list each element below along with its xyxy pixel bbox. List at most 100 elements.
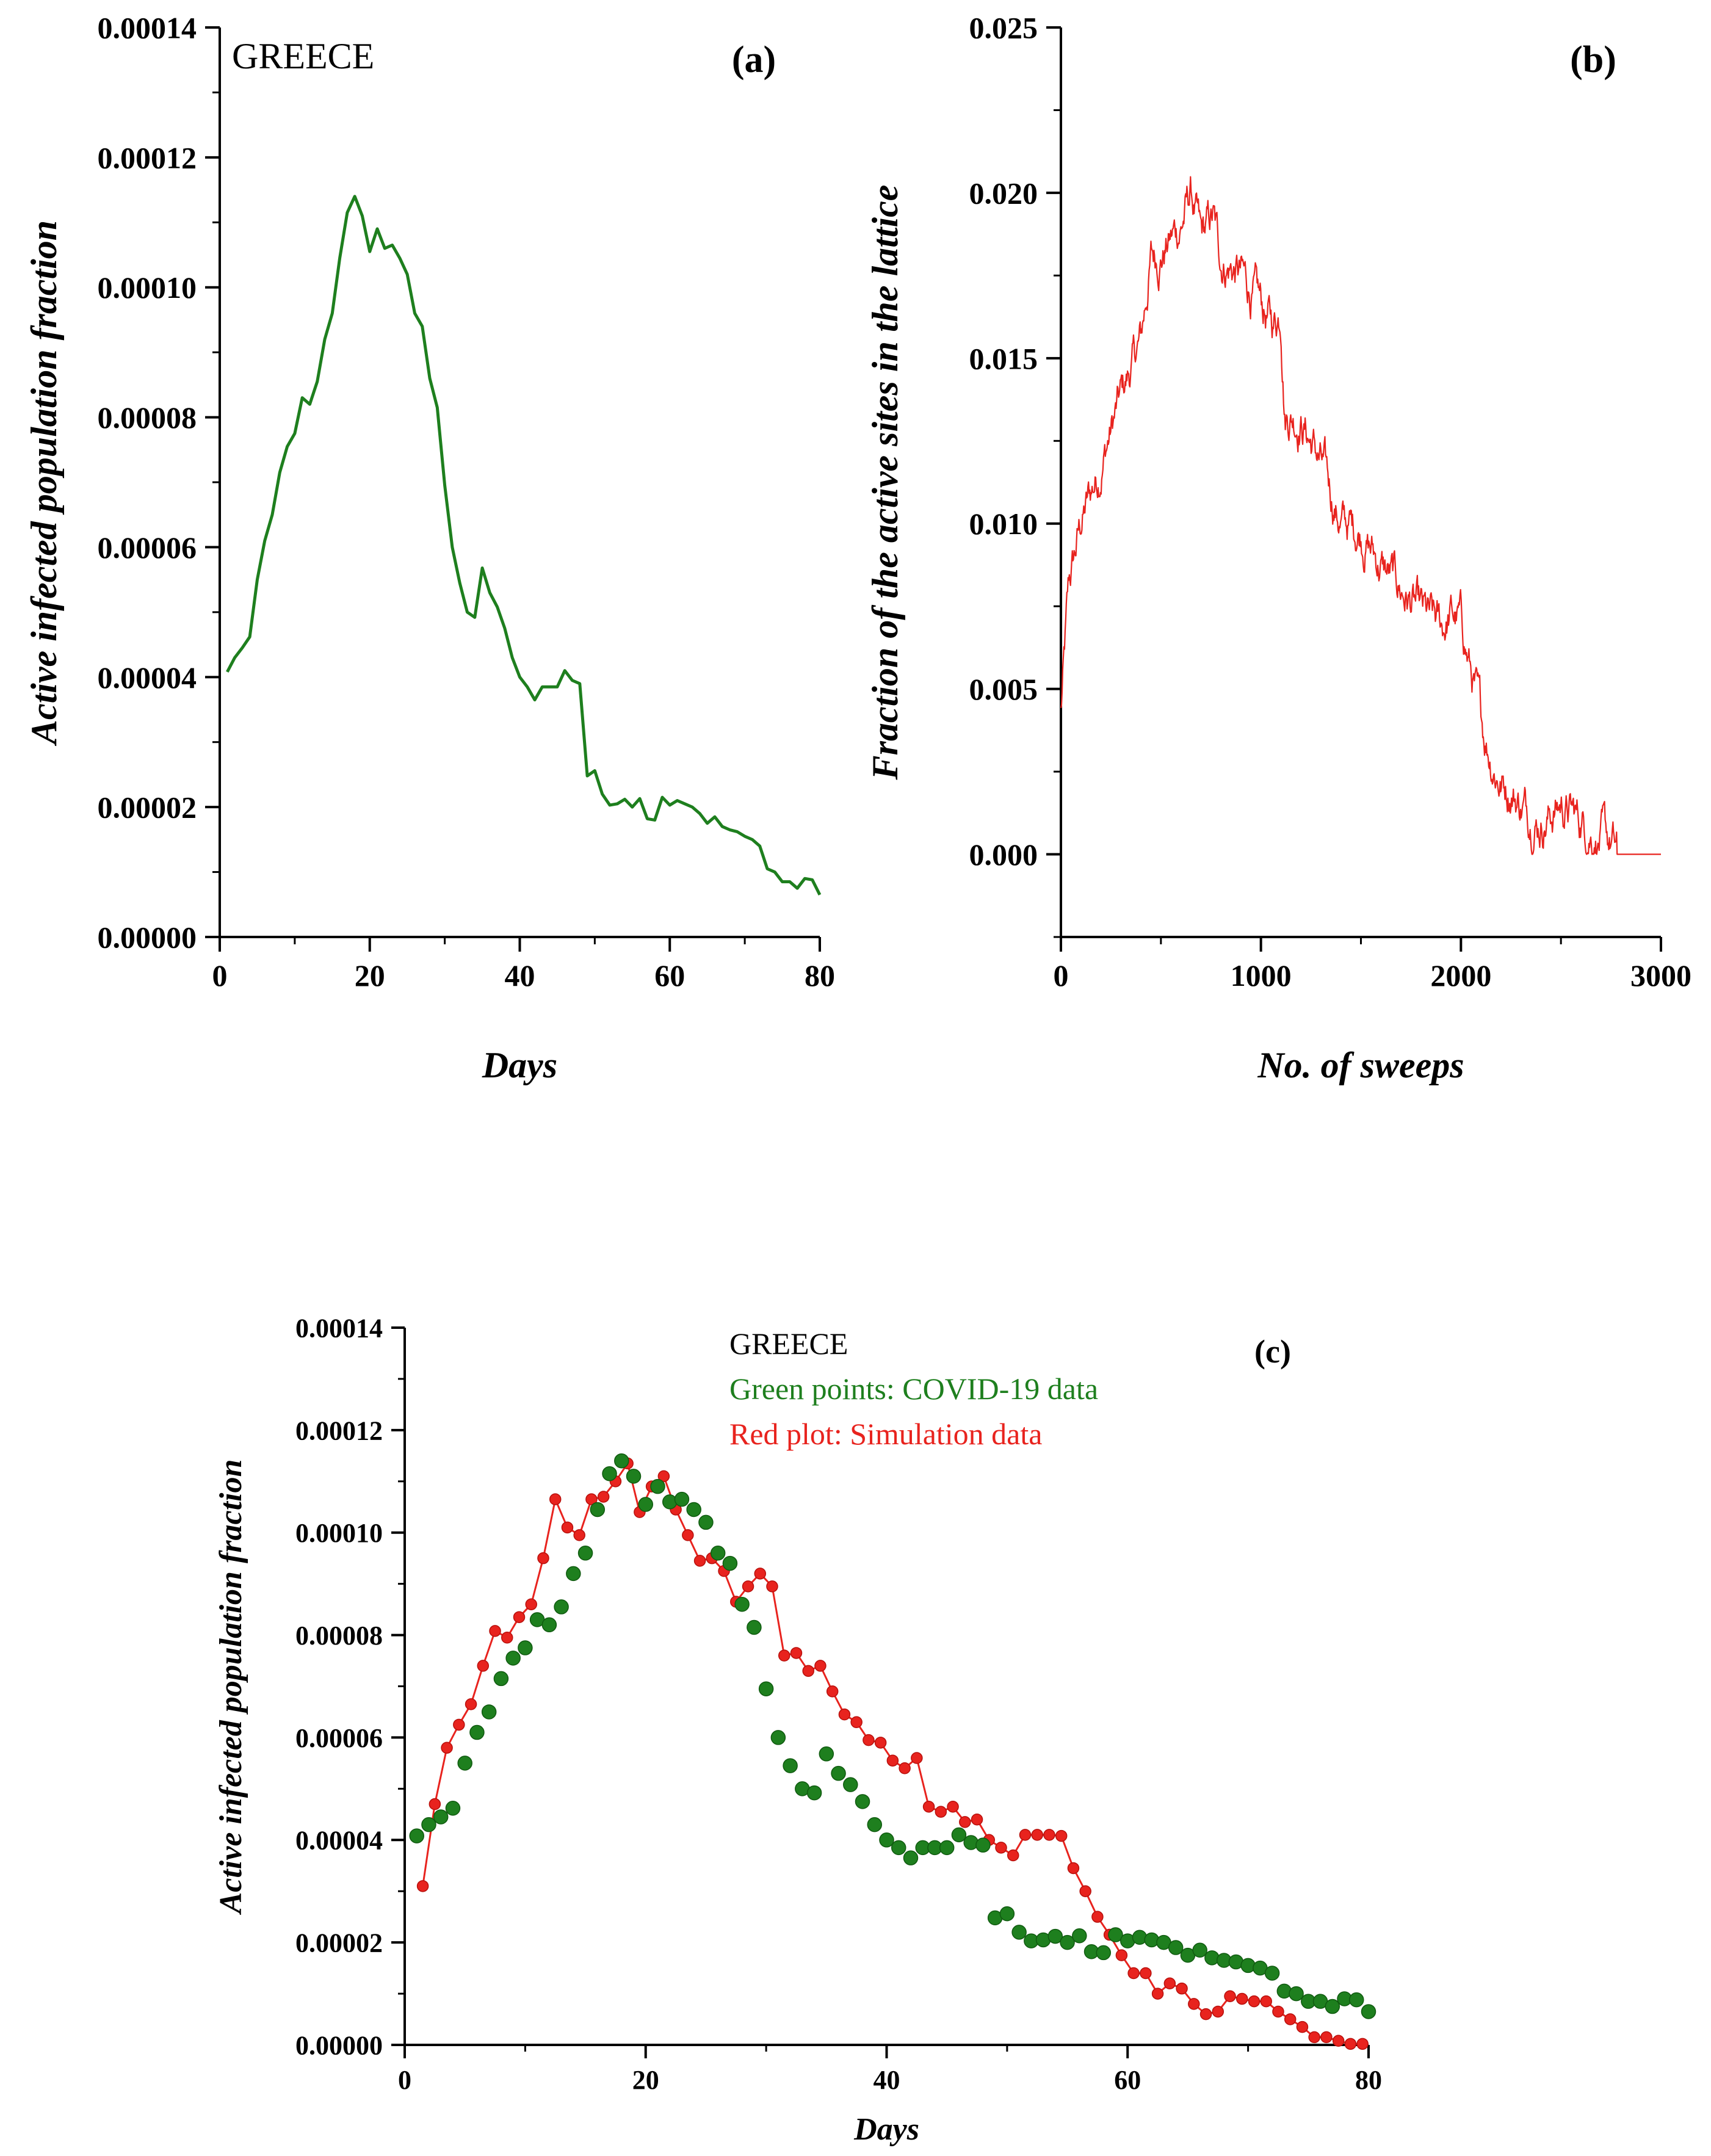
series-line-covid — [226, 195, 822, 895]
covid-data-point — [1325, 1999, 1340, 2014]
y-tick-label: 0.00002 — [98, 790, 197, 825]
simulation-point — [886, 1754, 899, 1767]
legend-text: GREECE — [729, 1326, 848, 1361]
simulation-point — [429, 1798, 441, 1811]
covid-data-point — [554, 1599, 569, 1615]
x-tick-label: 2000 — [1430, 958, 1491, 993]
simulation-point — [1236, 1992, 1248, 2005]
simulation-point — [1284, 2013, 1297, 2025]
simulation-point — [1332, 2035, 1345, 2047]
covid-data-point — [1264, 1966, 1280, 1981]
covid-data-point — [602, 1466, 617, 1481]
simulation-point — [537, 1552, 549, 1565]
covid-data-point — [831, 1765, 846, 1781]
simulation-point — [1055, 1829, 1068, 1842]
covid-data-point — [1072, 1928, 1087, 1944]
covid-data-point — [445, 1801, 461, 1816]
covid-data-point — [577, 1546, 593, 1561]
covid-data-point — [1289, 1986, 1304, 2002]
simulation-point — [971, 1813, 983, 1826]
x-tick-label: 0 — [1054, 958, 1069, 993]
x-tick-label: 0 — [398, 2065, 411, 2095]
y-tick-label: 0.00002 — [295, 1928, 383, 1958]
covid-data-point — [1144, 1932, 1159, 1948]
simulation-point — [778, 1649, 790, 1662]
covid-data-point — [1060, 1934, 1075, 1950]
y-tick-label: 0.020 — [969, 176, 1038, 210]
covid-data-point — [481, 1704, 497, 1720]
simulation-point — [802, 1665, 814, 1677]
y-tick-label: 0.00004 — [98, 660, 197, 695]
simulation-point — [597, 1491, 610, 1503]
covid-data-point — [1108, 1927, 1123, 1942]
covid-data-point — [1204, 1950, 1220, 1966]
simulation-point — [453, 1718, 465, 1731]
legend-text: Green points: COVID-19 data — [729, 1372, 1098, 1406]
simulation-point — [959, 1816, 971, 1828]
covid-data-point — [662, 1494, 678, 1510]
simulation-point — [1007, 1849, 1019, 1862]
simulation-point — [790, 1647, 803, 1659]
covid-data-point — [626, 1469, 642, 1484]
simulation-point — [1356, 2038, 1369, 2050]
simulation-point — [995, 1842, 1007, 1854]
x-tick-label: 20 — [355, 958, 385, 993]
y-tick-label: 0.005 — [969, 672, 1038, 706]
y-tick-label: 0.00010 — [295, 1518, 383, 1548]
chart-c: 0 20 40 60 80 0.00000 0.00002 0.00004 0.00006 0.0… — [214, 1313, 1382, 2147]
simulation-point — [1344, 2038, 1357, 2050]
covid-data-point — [409, 1828, 424, 1843]
y-axis-label: Fraction of the active sites in the latt… — [865, 185, 905, 781]
y-tick-label: 0.00006 — [295, 1723, 383, 1753]
x-axis-label: Days — [482, 1045, 557, 1085]
y-tick-label: 0.00012 — [295, 1416, 383, 1445]
simulation-point — [1320, 2031, 1333, 2044]
simulation-point — [1296, 2020, 1309, 2033]
covid-data-point — [433, 1809, 449, 1825]
simulation-point — [513, 1611, 526, 1623]
covid-data-point — [975, 1837, 991, 1853]
simulation-point — [1199, 2008, 1212, 2020]
panel-label-c: (c) — [1254, 1333, 1291, 1370]
simulation-point — [1212, 2005, 1224, 2018]
covid-data-point — [819, 1746, 834, 1762]
covid-data-point — [783, 1758, 798, 1773]
covid-data-point — [939, 1840, 955, 1856]
covid-data-point — [1132, 1930, 1148, 1945]
simulation-point — [573, 1529, 585, 1541]
simulation-point — [754, 1568, 767, 1580]
y-axis-label: Active infected population fraction — [214, 1460, 248, 1915]
covid-data-point — [843, 1777, 858, 1792]
simulation-point — [742, 1580, 754, 1593]
covid-data-point — [1168, 1940, 1184, 1955]
simulation-point — [1091, 1911, 1104, 1923]
simulation-point — [501, 1632, 513, 1644]
simulation-point — [911, 1752, 923, 1764]
x-tick-label: 20 — [632, 2065, 659, 2095]
simulation-point — [1260, 1995, 1272, 2008]
covid-data-point — [999, 1906, 1015, 1922]
covid-data-point — [770, 1730, 786, 1745]
x-tick-label: 80 — [805, 958, 835, 993]
covid-data-point — [963, 1835, 978, 1850]
covid-data-point — [734, 1596, 750, 1612]
simulation-point — [826, 1685, 839, 1698]
covid-data-point — [903, 1850, 919, 1865]
covid-data-point — [674, 1491, 690, 1507]
simulation-point — [441, 1742, 453, 1754]
covid-data-point — [758, 1681, 774, 1696]
covid-data-point — [469, 1724, 485, 1740]
simulation-point — [863, 1734, 875, 1746]
simulation-point — [1043, 1829, 1055, 1841]
simulation-point — [1224, 1990, 1236, 2003]
simulation-point — [477, 1660, 490, 1672]
covid-data-point — [879, 1832, 894, 1848]
y-tick-label: 0.00008 — [295, 1621, 383, 1651]
simulation-point — [850, 1716, 863, 1728]
chart-a: 0 20 40 60 80 0.00000 0.00002 0.00004 0.00006 0.0… — [24, 11, 835, 1086]
covid-data-point — [722, 1555, 738, 1571]
simulation-point — [525, 1598, 537, 1610]
simulation-point — [1127, 1967, 1140, 1980]
y-tick-label: 0.000 — [969, 837, 1038, 872]
